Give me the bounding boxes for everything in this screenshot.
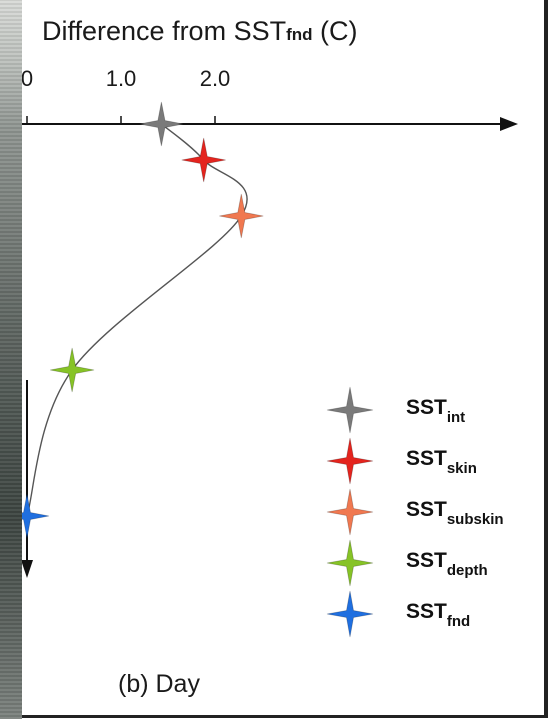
profile-chart: Difference from SSTfnd (C) 0 1.0 2.0 SSTin… [22,16,518,698]
marker-sst-skin [181,137,226,183]
background-photo-strip [0,0,22,719]
title-main: Difference from SST [42,16,286,46]
legend-marker-sst-int [326,386,374,434]
title-subscript: fnd [286,25,312,44]
x-axis-arrow [500,117,518,131]
legend-label-sst-depth: SSTdepth [406,549,488,579]
x-tick-label: 1.0 [106,66,137,91]
panel-label: (b) Day [118,670,200,698]
chart-title: Difference from SSTfnd (C) [42,16,358,46]
x-tick-label: 2.0 [200,66,231,91]
marker-sst-int [139,101,184,147]
chart-panel: Difference from SSTfnd (C) 0 1.0 2.0 SSTin… [22,0,548,718]
marker-sst-subskin [219,193,264,239]
legend-label-sst-fnd: SSTfnd [406,600,470,630]
marker-sst-depth [50,347,95,393]
title-suffix: (C) [313,16,358,46]
depth-axis-arrow [22,560,33,578]
temperature-profile-curve [26,123,248,517]
legend-marker-sst-skin [326,437,374,485]
legend-label-sst-subskin: SSTsubskin [406,498,504,528]
legend-label-sst-skin: SSTskin [406,447,477,477]
legend-marker-sst-fnd [326,590,374,638]
legend-label-sst-int: SSTint [406,396,465,426]
marker-sst-fnd [22,493,50,539]
legend-marker-sst-depth [326,539,374,587]
x-tick-label: 0 [22,66,33,91]
legend-marker-sst-subskin [326,488,374,536]
